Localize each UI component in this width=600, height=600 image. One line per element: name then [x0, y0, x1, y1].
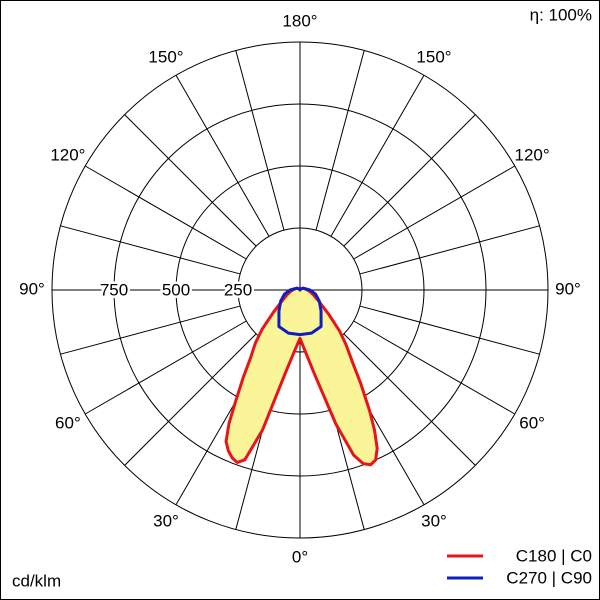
- angle-tick-label: 30°: [153, 512, 179, 531]
- angle-tick-label: 60°: [55, 413, 81, 432]
- grid-spoke: [175, 74, 270, 237]
- curves: [224, 286, 379, 467]
- angle-tick-label: 90°: [555, 279, 581, 298]
- angle-tick-label: 30°: [421, 512, 447, 531]
- angle-tick-label: 120°: [50, 145, 85, 164]
- grid-spoke: [343, 114, 476, 247]
- unit-label: cd/klm: [12, 571, 61, 590]
- grid-spoke: [84, 165, 247, 260]
- angle-tick-label: 120°: [515, 145, 550, 164]
- r-tick-label: 250: [224, 280, 252, 299]
- grid-spoke: [315, 50, 365, 231]
- grid-spoke: [84, 320, 247, 415]
- grid-spoke: [359, 305, 540, 355]
- grid-spoke: [235, 50, 285, 231]
- angle-tick-label: 0°: [292, 547, 308, 566]
- legend-label: C180 | C0: [516, 546, 592, 565]
- r-tick-label: 500: [162, 280, 190, 299]
- grid-spoke: [330, 74, 425, 237]
- angle-tick-label: 60°: [519, 413, 545, 432]
- angle-tick-label: 180°: [282, 11, 317, 30]
- grid-spoke: [60, 305, 241, 355]
- series-curve: [224, 286, 379, 467]
- grid-spoke: [353, 165, 516, 260]
- grid-spoke: [353, 320, 516, 415]
- angle-tick-label: 150°: [416, 47, 451, 66]
- labels: 250 500 750 0° 30° 30° 60° 60° 90° 90° 120° 120° 150…: [17, 9, 592, 588]
- grid-spoke: [124, 114, 257, 247]
- grid-spoke: [359, 225, 540, 275]
- grid-spoke: [60, 225, 241, 275]
- legend-label: C270 | C90: [506, 568, 592, 587]
- angle-tick-label: 150°: [148, 47, 183, 66]
- efficiency: η: 100%: [530, 5, 592, 24]
- r-tick-label: 750: [100, 280, 128, 299]
- angle-tick-label: 90°: [19, 279, 45, 298]
- grid-spoke: [124, 333, 257, 466]
- grid-spoke: [343, 333, 476, 466]
- series-curve: [277, 286, 323, 337]
